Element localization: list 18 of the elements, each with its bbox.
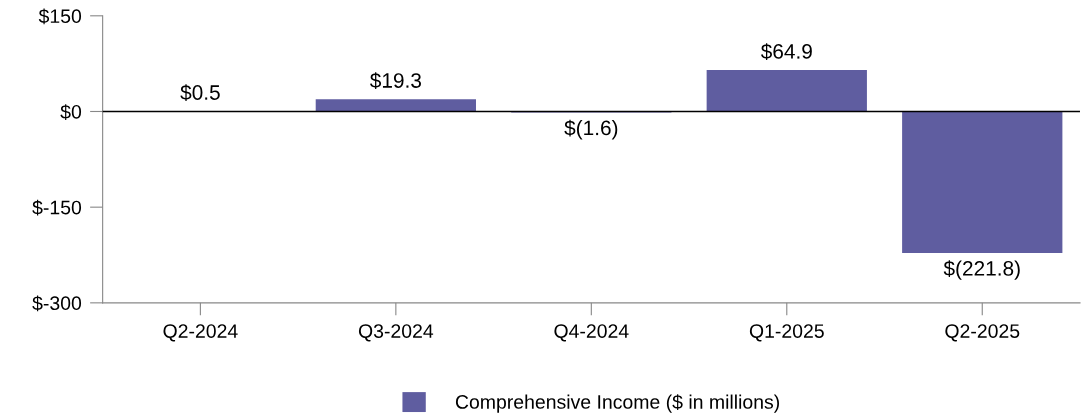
bar [706, 70, 867, 112]
legend-label: Comprehensive Income ($ in millions) [455, 394, 780, 413]
bar [315, 99, 476, 112]
y-tick-label: $150 [38, 8, 82, 25]
data-label: $0.5 [180, 84, 220, 102]
x-tick-label: Q2-2024 [163, 324, 238, 342]
data-label: $(221.8) [943, 260, 1020, 280]
x-tick-label: Q2-2025 [945, 324, 1020, 342]
data-label: $64.9 [760, 43, 812, 61]
y-tick-label: $-150 [32, 199, 82, 216]
data-label: $19.3 [370, 72, 421, 90]
x-tick-label: Q1-2025 [749, 324, 824, 342]
x-tick-label: Q4-2024 [554, 324, 629, 342]
data-label: $(1.6) [564, 119, 618, 140]
y-tick-label: $0 [60, 104, 82, 120]
x-tick-label: Q3-2024 [358, 324, 434, 342]
bar [902, 111, 1063, 253]
y-tick-label: $-300 [32, 295, 82, 312]
